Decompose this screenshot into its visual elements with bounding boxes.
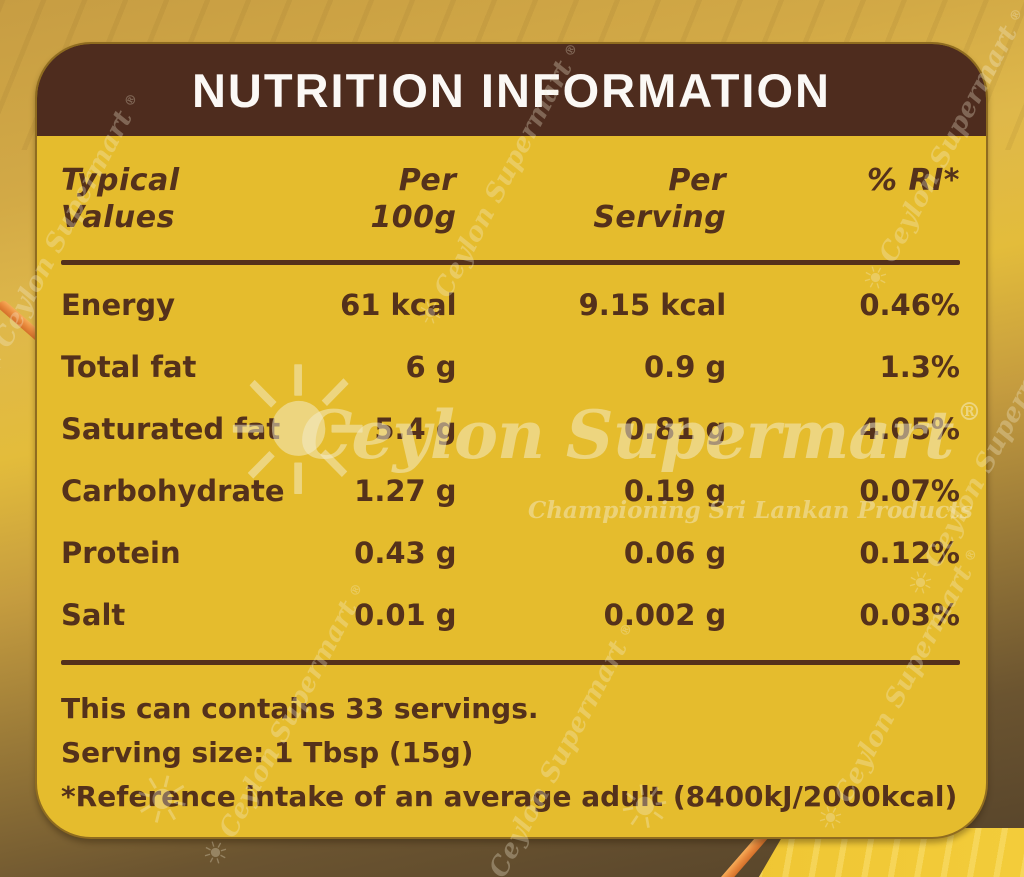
col-header-line: Per — [398, 163, 457, 198]
value-per-serving: 9.15 kcal — [578, 288, 727, 322]
value-ri-percent: 0.07% — [859, 474, 960, 508]
panel-header: NUTRITION INFORMATION — [37, 44, 986, 136]
value-per-serving: 0.06 g — [623, 536, 727, 570]
panel-body: Typical Values Per 100g Per Serving % RI… — [37, 136, 986, 819]
nutrient-name: Salt — [61, 598, 126, 632]
value-per-serving: 0.81 g — [623, 412, 727, 446]
divider-top — [61, 260, 960, 265]
row-salt: Salt 0.01 g 0.002 g 0.03% — [61, 584, 960, 646]
nutrient-table: Energy 61 kcal 9.15 kcal 0.46% Total fat… — [61, 274, 960, 646]
value-per-100g: 6 g — [405, 350, 457, 384]
row-protein: Protein 0.43 g 0.06 g 0.12% — [61, 522, 960, 584]
value-per-serving: 0.9 g — [644, 350, 727, 384]
value-per-serving: 0.002 g — [603, 598, 727, 632]
nutrient-name: Total fat — [61, 350, 197, 384]
value-ri-percent: 0.03% — [859, 598, 960, 632]
col-header-line: % RI* — [867, 163, 960, 198]
row-carbohydrate: Carbohydrate 1.27 g 0.19 g 0.07% — [61, 460, 960, 522]
row-saturated-fat: Saturated fat 5.4 g 0.81 g 4.05% — [61, 398, 960, 460]
nutrient-name: Protein — [61, 536, 181, 570]
col-header-line: Typical — [61, 163, 180, 198]
footnotes: This can contains 33 servings. Serving s… — [61, 687, 960, 819]
footnote-serving-size: Serving size: 1 Tbsp (15g) — [61, 736, 474, 769]
col-header-per-serving: Per Serving — [457, 162, 727, 236]
col-header-line: Values — [61, 200, 175, 235]
value-per-100g: 0.43 g — [354, 536, 457, 570]
col-header-line: Per — [668, 163, 727, 198]
value-ri-percent: 0.12% — [859, 536, 960, 570]
value-per-100g: 61 kcal — [340, 288, 457, 322]
footnote-servings: This can contains 33 servings. — [61, 692, 539, 725]
divider-bottom — [61, 660, 960, 665]
col-header-per-100g: Per 100g — [295, 162, 457, 236]
value-per-serving: 0.19 g — [623, 474, 727, 508]
row-energy: Energy 61 kcal 9.15 kcal 0.46% — [61, 274, 960, 336]
col-header-ri-percent: % RI* — [726, 162, 960, 236]
table-header-row: Typical Values Per 100g Per Serving % RI… — [61, 162, 960, 236]
nutrition-panel: NUTRITION INFORMATION Typical Values Per… — [35, 42, 988, 839]
value-ri-percent: 4.05% — [859, 412, 960, 446]
value-per-100g: 0.01 g — [354, 598, 457, 632]
nutrient-name: Saturated fat — [61, 412, 281, 446]
footnote-reference-intake: *Reference intake of an average adult (8… — [61, 780, 958, 813]
panel-title: NUTRITION INFORMATION — [191, 63, 831, 117]
col-header-line: Serving — [593, 200, 727, 235]
row-total-fat: Total fat 6 g 0.9 g 1.3% — [61, 336, 960, 398]
value-ri-percent: 0.46% — [859, 288, 960, 322]
col-header-line: 100g — [370, 200, 457, 235]
nutrient-name: Energy — [61, 288, 176, 322]
value-per-100g: 1.27 g — [354, 474, 457, 508]
value-ri-percent: 1.3% — [879, 350, 960, 384]
nutrient-name: Carbohydrate — [61, 474, 285, 508]
value-per-100g: 5.4 g — [374, 412, 457, 446]
col-header-typical-values: Typical Values — [61, 162, 295, 236]
